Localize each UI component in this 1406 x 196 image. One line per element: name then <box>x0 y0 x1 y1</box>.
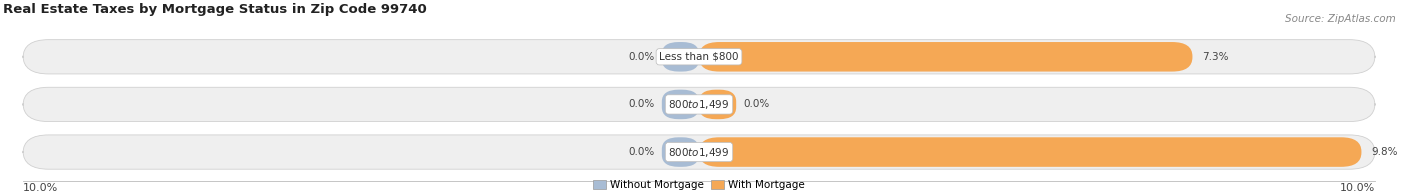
Text: 0.0%: 0.0% <box>742 99 769 109</box>
Text: $800 to $1,499: $800 to $1,499 <box>668 146 730 159</box>
Text: 0.0%: 0.0% <box>628 147 655 157</box>
FancyBboxPatch shape <box>699 42 1192 72</box>
Text: Less than $800: Less than $800 <box>659 52 738 62</box>
Text: 0.0%: 0.0% <box>628 52 655 62</box>
FancyBboxPatch shape <box>662 42 699 72</box>
Text: 10.0%: 10.0% <box>22 182 58 192</box>
Text: 10.0%: 10.0% <box>1340 182 1375 192</box>
FancyBboxPatch shape <box>22 87 1375 122</box>
FancyBboxPatch shape <box>699 90 737 119</box>
Text: Real Estate Taxes by Mortgage Status in Zip Code 99740: Real Estate Taxes by Mortgage Status in … <box>3 3 426 16</box>
FancyBboxPatch shape <box>662 90 699 119</box>
FancyBboxPatch shape <box>22 135 1375 169</box>
Text: Source: ZipAtlas.com: Source: ZipAtlas.com <box>1285 14 1396 24</box>
Text: $800 to $1,499: $800 to $1,499 <box>668 98 730 111</box>
FancyBboxPatch shape <box>699 137 1361 167</box>
Text: 0.0%: 0.0% <box>628 99 655 109</box>
Legend: Without Mortgage, With Mortgage: Without Mortgage, With Mortgage <box>589 176 808 194</box>
FancyBboxPatch shape <box>662 137 699 167</box>
Text: 9.8%: 9.8% <box>1372 147 1398 157</box>
Text: 7.3%: 7.3% <box>1202 52 1229 62</box>
FancyBboxPatch shape <box>22 40 1375 74</box>
